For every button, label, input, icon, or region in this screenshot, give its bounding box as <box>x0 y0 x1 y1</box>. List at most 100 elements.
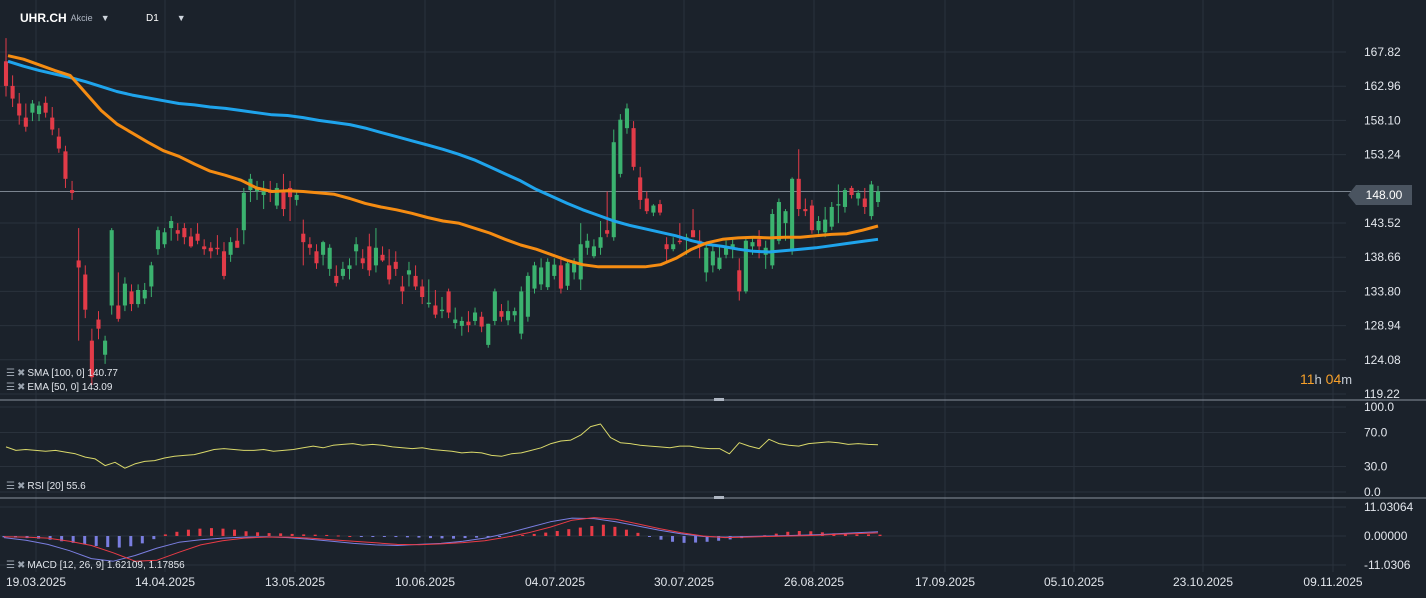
candle-body <box>30 103 35 113</box>
candle <box>724 240 729 259</box>
candle-body <box>208 247 213 252</box>
candle <box>195 223 200 245</box>
candle <box>657 199 663 216</box>
candle <box>43 96 48 118</box>
candle-body <box>816 221 821 231</box>
date-axis-tick: 26.08.2025 <box>784 575 844 589</box>
symbol-selector[interactable]: UHR.CH Akcie ▼ <box>20 8 110 28</box>
candle <box>823 206 828 238</box>
candle-body <box>472 312 478 321</box>
macd-axis-tick: 11.03064 <box>1364 500 1413 514</box>
timeframe-selector[interactable]: D1 ▼ <box>146 8 186 28</box>
candle-body <box>63 151 68 179</box>
macd-histogram-bar <box>394 536 398 538</box>
candle-body <box>565 263 570 286</box>
macd-indicator-label[interactable]: ☰ ✖ MACD [12, 26, 9] 1.62109, 1.17856 <box>6 560 185 571</box>
macd-histogram-bar <box>774 533 778 536</box>
settings-icon[interactable]: ☰ <box>6 368 15 379</box>
candle <box>585 233 590 255</box>
candle-body <box>83 274 88 310</box>
candle-body <box>169 221 174 229</box>
candle-body <box>743 240 748 292</box>
candle <box>757 230 762 259</box>
close-icon[interactable]: ✖ <box>16 368 25 379</box>
close-icon[interactable]: ✖ <box>16 481 25 492</box>
candle-body <box>539 267 544 285</box>
date-axis-tick: 05.10.2025 <box>1044 575 1104 589</box>
chevron-down-icon: ▼ <box>176 13 186 23</box>
candle <box>545 258 550 290</box>
date-axis-tick: 04.07.2025 <box>525 575 585 589</box>
candle <box>565 261 570 290</box>
candle <box>400 275 405 305</box>
candle-body <box>261 191 266 195</box>
candle <box>367 233 372 276</box>
candle <box>598 221 603 255</box>
candle <box>816 216 821 234</box>
macd-histogram-bar <box>544 532 548 536</box>
panel-resize-handle[interactable] <box>714 496 724 499</box>
macd-histogram-bar <box>71 536 75 543</box>
chevron-down-icon: ▼ <box>100 13 110 23</box>
candle-body <box>314 251 319 264</box>
close-icon[interactable]: ✖ <box>16 560 25 571</box>
rsi-indicator-label[interactable]: ☰ ✖ RSI [20] 55.6 <box>6 481 86 492</box>
candle-body <box>129 291 134 305</box>
macd-histogram-bar <box>878 534 882 536</box>
settings-icon[interactable]: ☰ <box>6 382 15 393</box>
candle-body <box>103 340 108 355</box>
ema-indicator-label[interactable]: ☰ ✖ EMA [50, 0] 143.09 <box>6 382 112 393</box>
macd-histogram-bar <box>452 536 456 539</box>
rsi-axis-tick: 100.0 <box>1364 400 1394 414</box>
candle <box>307 237 312 255</box>
candle-body <box>23 117 28 127</box>
macd-histogram-bar <box>2 536 6 538</box>
candle-body <box>631 128 636 167</box>
candle <box>274 183 279 210</box>
macd-histogram-bar <box>682 536 686 543</box>
settings-icon[interactable]: ☰ <box>6 560 15 571</box>
signal-line <box>3 517 879 562</box>
candle-body <box>175 230 180 234</box>
candle <box>466 311 471 333</box>
candle <box>856 190 861 206</box>
candle-body <box>43 102 48 113</box>
candle-body <box>453 319 458 324</box>
candle-body <box>664 244 669 250</box>
candle-body <box>578 244 583 280</box>
candle <box>393 251 398 276</box>
candle-body <box>10 85 15 99</box>
candle <box>763 240 768 269</box>
rsi-axis-tick: 70.0 <box>1364 426 1388 440</box>
macd-histogram-bar <box>371 536 375 537</box>
candle-body <box>373 247 378 266</box>
sma-indicator-label[interactable]: ☰ ✖ SMA [100, 0] 140.77 <box>6 368 118 379</box>
panel-resize-handle[interactable] <box>714 398 724 401</box>
candle <box>347 258 352 280</box>
candle <box>36 101 42 122</box>
candle <box>30 99 35 122</box>
settings-icon[interactable]: ☰ <box>6 481 15 492</box>
close-icon[interactable]: ✖ <box>16 382 25 393</box>
date-axis-tick: 17.09.2025 <box>915 575 975 589</box>
candle <box>426 279 431 308</box>
macd-axis-tick: 0.00000 <box>1364 529 1408 543</box>
candle <box>519 286 524 340</box>
macd-histogram-bar <box>313 534 317 536</box>
candle-body <box>413 275 418 287</box>
candle <box>591 239 596 259</box>
sma-line <box>7 59 879 254</box>
candle <box>129 284 134 312</box>
countdown-minutes-unit: m <box>1341 372 1353 387</box>
date-axis-tick: 13.05.2025 <box>265 575 325 589</box>
symbol-name: UHR.CH <box>20 11 67 25</box>
candle-body <box>585 240 590 248</box>
macd-histogram-bar <box>636 532 640 536</box>
macd-histogram-bar <box>83 536 87 545</box>
macd-label: MACD [12, 26, 9] <box>27 560 105 571</box>
candle <box>453 307 458 329</box>
ema-label: EMA [50, 0] <box>27 382 80 393</box>
macd-histogram-bar <box>855 534 859 536</box>
candle-body <box>624 108 630 129</box>
